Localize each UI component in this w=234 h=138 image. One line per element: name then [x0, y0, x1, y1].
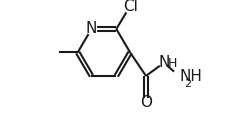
Circle shape — [124, 0, 137, 13]
Circle shape — [142, 98, 150, 107]
Text: Cl: Cl — [123, 0, 138, 14]
Text: N: N — [158, 55, 170, 70]
Circle shape — [176, 70, 190, 83]
Text: O: O — [140, 95, 152, 110]
Text: H: H — [168, 57, 177, 70]
Text: NH: NH — [180, 69, 203, 84]
Circle shape — [160, 58, 168, 67]
Circle shape — [86, 24, 97, 34]
Text: N: N — [86, 22, 97, 36]
Text: 2: 2 — [185, 79, 192, 89]
